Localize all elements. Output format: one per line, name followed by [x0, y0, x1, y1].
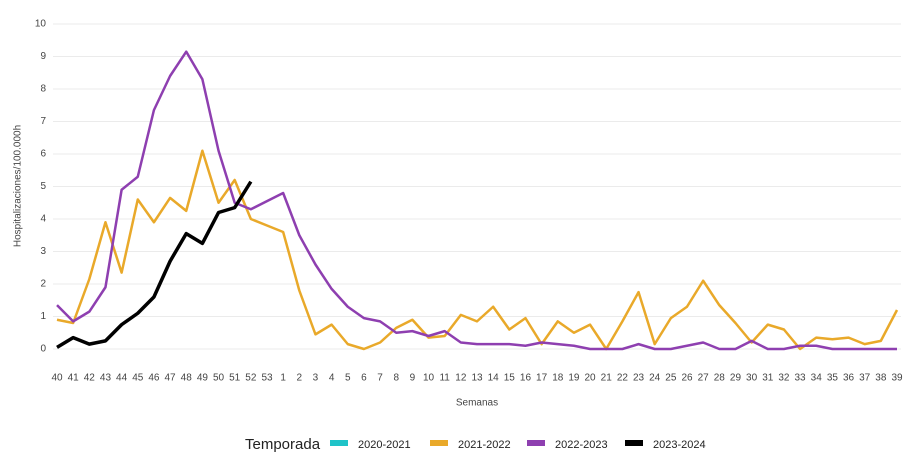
x-tick-label: 25: [665, 373, 677, 384]
y-tick-label: 9: [40, 51, 46, 62]
x-tick-label: 29: [730, 373, 742, 384]
x-tick-label: 44: [116, 373, 128, 384]
x-tick-label: 40: [51, 373, 63, 384]
x-tick-label: 46: [148, 373, 160, 384]
x-tick-label: 53: [261, 373, 273, 384]
x-tick-label: 7: [377, 373, 383, 384]
x-tick-label: 18: [552, 373, 564, 384]
x-tick-label: 35: [827, 373, 839, 384]
legend-swatch: [430, 440, 448, 446]
x-tick-label: 1: [280, 373, 286, 384]
y-axis-label: Hospitalizaciones/100.000h: [13, 125, 24, 247]
x-tick-label: 5: [345, 373, 351, 384]
x-tick-label: 16: [520, 373, 532, 384]
x-tick-label: 27: [698, 373, 710, 384]
legend-label: 2022-2023: [555, 439, 608, 451]
x-tick-label: 32: [778, 373, 790, 384]
x-tick-label: 20: [585, 373, 597, 384]
x-tick-label: 43: [100, 373, 112, 384]
series-line: [56, 50, 897, 351]
x-tick-label: 33: [795, 373, 807, 384]
x-tick-label: 52: [245, 373, 257, 384]
x-tick-label: 42: [84, 373, 96, 384]
x-tick-label: 11: [439, 373, 450, 384]
x-tick-label: 47: [165, 373, 177, 384]
x-tick-label: 19: [568, 373, 580, 384]
legend-label: 2021-2022: [458, 439, 511, 451]
x-tick-label: 8: [393, 373, 399, 384]
series-line: [56, 149, 899, 351]
x-tick-label: 38: [875, 373, 887, 384]
y-tick-label: 6: [40, 149, 46, 160]
legend: 2020-2021 2021-2022 2022-2023 2023-2024: [330, 439, 706, 451]
x-tick-label: 39: [891, 373, 903, 384]
y-tick-label: 5: [40, 181, 46, 192]
x-tick-label: 12: [455, 373, 467, 384]
y-tick-label: 4: [40, 214, 46, 225]
y-tick-label: 0: [40, 344, 46, 355]
x-tick-label: 14: [488, 373, 500, 384]
y-tick-label: 10: [35, 19, 47, 30]
series-line: [56, 180, 253, 349]
y-tick-label: 8: [40, 84, 46, 95]
legend-swatch: [527, 440, 545, 446]
legend-swatch: [330, 440, 348, 446]
y-tick-label: 3: [40, 246, 46, 257]
x-tick-label: 41: [68, 373, 80, 384]
x-tick-label: 6: [361, 373, 367, 384]
x-tick-label: 15: [504, 373, 516, 384]
legend-swatch: [625, 440, 643, 446]
x-tick-label: 23: [633, 373, 645, 384]
x-tick-label: 48: [181, 373, 193, 384]
legend-label: 2023-2024: [653, 439, 706, 451]
x-tick-label: 34: [811, 373, 823, 384]
x-tick-label: 26: [681, 373, 693, 384]
y-tick-label: 7: [40, 116, 46, 127]
legend-title: Temporada: [245, 436, 321, 452]
x-tick-label: 24: [649, 373, 661, 384]
x-tick-label: 17: [536, 373, 548, 384]
x-axis-label: Semanas: [456, 398, 498, 409]
x-tick-label: 13: [471, 373, 483, 384]
x-tick-label: 30: [746, 373, 758, 384]
x-tick-label: 31: [762, 373, 774, 384]
x-tick-label: 36: [843, 373, 855, 384]
x-tick-label: 28: [714, 373, 726, 384]
x-tick-label: 2: [297, 373, 303, 384]
x-tick-label: 10: [423, 373, 435, 384]
x-tick-label: 22: [617, 373, 629, 384]
x-tick-label: 3: [313, 373, 319, 384]
x-tick-label: 21: [601, 373, 613, 384]
x-tick-label: 49: [197, 373, 209, 384]
x-tick-label: 9: [410, 373, 416, 384]
x-tick-label: 45: [132, 373, 144, 384]
x-tick-label: 37: [859, 373, 871, 384]
x-tick-label: 50: [213, 373, 225, 384]
legend-label: 2020-2021: [358, 439, 411, 451]
x-tick-label: 51: [229, 373, 241, 384]
x-tick-label: 4: [329, 373, 335, 384]
y-tick-label: 1: [40, 311, 46, 322]
y-tick-label: 2: [40, 279, 46, 290]
